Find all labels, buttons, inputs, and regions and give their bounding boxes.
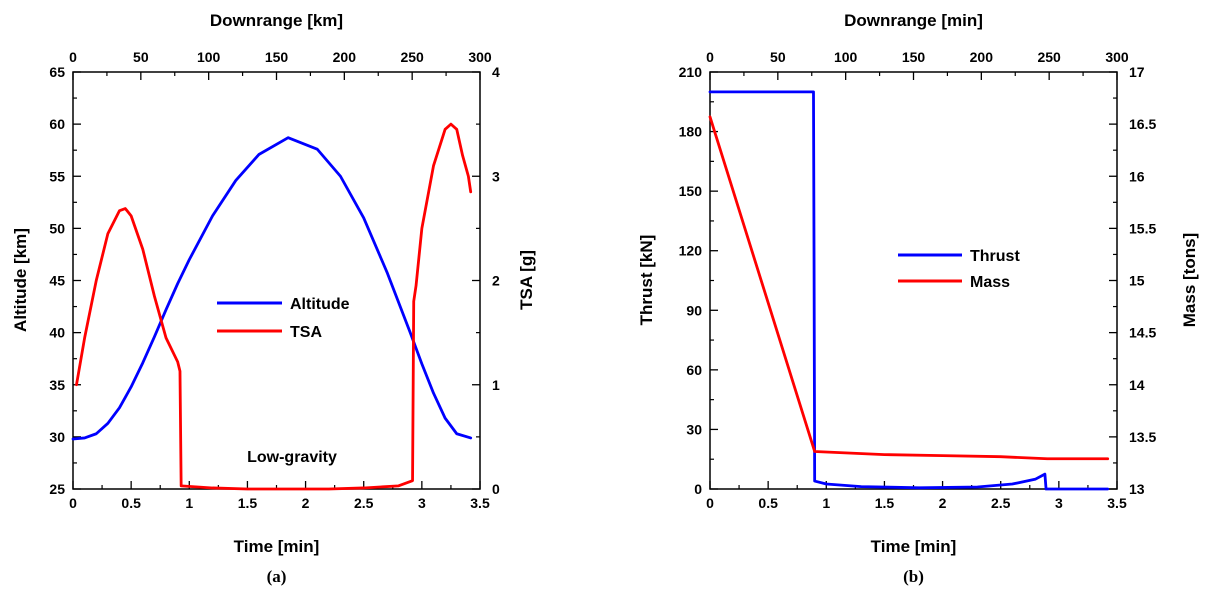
tick-labels: 0 0.5 1 1.5 2 2.5 3 3.5 0 50 100 150 200 250 300 0 30 60 9… — [679, 49, 1157, 511]
x-tick-label: 2.5 — [354, 495, 374, 511]
y2-tick-label: 16.5 — [1129, 116, 1156, 132]
x2-axis-label: Downrange [km] — [210, 11, 343, 30]
x-tick-label: 3.5 — [1107, 495, 1127, 511]
y2-axis-label: TSA [g] — [517, 250, 536, 310]
chart-panel-a: 0 0.5 1 1.5 2 2.5 3 3.50 50 100 150 200 250 300253035… — [11, 11, 536, 586]
y-tick-label: 90 — [686, 302, 702, 318]
series-line-mass — [708, 115, 1110, 461]
x-tick-label: 2 — [939, 495, 947, 511]
x-axis-label: Time [min] — [871, 537, 957, 556]
annotation-low-gravity: Low-gravity — [247, 449, 337, 466]
y2-tick-label: 16 — [1129, 168, 1145, 184]
x-tick-label: 2 — [302, 495, 310, 511]
x-tick-label: 0.5 — [758, 495, 778, 511]
y-tick-label: 45 — [49, 273, 65, 289]
x-tick-label: 3 — [418, 495, 426, 511]
x2-axis-label: Downrange [min] — [844, 11, 983, 30]
y-tick-label: 40 — [49, 325, 65, 341]
chart-panel-b: 0 0.5 1 1.5 2 2.5 3 3.5 0 50 100 150 200 250 300 0 30 60 9… — [637, 11, 1199, 586]
legend: Altitude TSA — [217, 296, 350, 341]
series-line-altitude — [71, 136, 473, 441]
y2-tick-label: 1 — [492, 377, 500, 393]
x-tick-label: 1.5 — [238, 495, 258, 511]
series-lines — [708, 90, 1110, 491]
y-tick-label: 210 — [679, 64, 703, 80]
x-axis-label: Time [min] — [234, 537, 320, 556]
y-tick-label: 65 — [49, 64, 65, 80]
x-tick-label: 3.5 — [470, 495, 490, 511]
y2-axis-label: Mass [tons] — [1180, 233, 1199, 327]
x2-tick-label: 200 — [970, 49, 994, 65]
legend-label-tsa: TSA — [290, 324, 322, 341]
legend-label-thrust: Thrust — [970, 248, 1020, 265]
panel-caption: (a) — [267, 567, 287, 586]
y-tick-label: 35 — [49, 377, 65, 393]
y-tick-label: 60 — [686, 362, 702, 378]
plot-frame — [72, 71, 481, 490]
y-tick-label: 50 — [49, 220, 65, 236]
legend: Thrust Mass — [898, 248, 1020, 291]
x2-tick-label: 250 — [400, 49, 424, 65]
series-line-tsa — [75, 122, 473, 491]
y-tick-label: 180 — [679, 124, 703, 140]
x2-tick-label: 0 — [706, 49, 714, 65]
x2-tick-label: 100 — [197, 49, 221, 65]
y-tick-label: 120 — [679, 243, 703, 259]
x-tick-label: 0 — [69, 495, 77, 511]
x-tick-label: 2.5 — [991, 495, 1011, 511]
y2-tick-label: 13 — [1129, 481, 1145, 497]
y2-tick-label: 13.5 — [1129, 429, 1156, 445]
x2-tick-label: 150 — [265, 49, 289, 65]
x2-tick-label: 300 — [468, 49, 492, 65]
y2-tick-label: 4 — [492, 64, 500, 80]
tick-marks — [709, 71, 1118, 490]
x-tick-label: 1 — [822, 495, 830, 511]
legend-label-altitude: Altitude — [290, 296, 350, 313]
x2-tick-label: 50 — [770, 49, 786, 65]
y-tick-label: 30 — [686, 421, 702, 437]
y2-tick-label: 0 — [492, 481, 500, 497]
y-tick-label: 60 — [49, 116, 65, 132]
series-lines — [71, 122, 473, 491]
series-line-thrust — [708, 90, 1110, 491]
y-axis-label: Altitude [km] — [11, 228, 30, 332]
x-tick-label: 1 — [185, 495, 193, 511]
tick-marks — [72, 71, 481, 490]
y-tick-label: 30 — [49, 429, 65, 445]
x2-tick-label: 150 — [902, 49, 926, 65]
y-axis-label: Thrust [kN] — [637, 235, 656, 326]
y-tick-label: 55 — [49, 168, 65, 184]
y2-tick-label: 15 — [1129, 273, 1145, 289]
x2-tick-label: 200 — [333, 49, 357, 65]
y-tick-label: 25 — [49, 481, 65, 497]
y2-tick-label: 17 — [1129, 64, 1145, 80]
y2-tick-label: 2 — [492, 273, 500, 289]
x2-tick-label: 0 — [69, 49, 77, 65]
x2-tick-label: 250 — [1037, 49, 1061, 65]
x-tick-label: 0 — [706, 495, 714, 511]
x-tick-label: 1.5 — [875, 495, 895, 511]
y2-tick-label: 3 — [492, 168, 500, 184]
x2-tick-label: 50 — [133, 49, 149, 65]
legend-label-mass: Mass — [970, 274, 1010, 291]
x-tick-label: 0.5 — [121, 495, 141, 511]
y2-tick-label: 15.5 — [1129, 220, 1156, 236]
y2-tick-label: 14.5 — [1129, 325, 1156, 341]
y2-tick-label: 14 — [1129, 377, 1145, 393]
y-tick-label: 0 — [694, 481, 702, 497]
x-tick-label: 3 — [1055, 495, 1063, 511]
panel-caption: (b) — [903, 567, 924, 586]
x2-tick-label: 100 — [834, 49, 858, 65]
y-tick-label: 150 — [679, 183, 703, 199]
tick-labels: 0 0.5 1 1.5 2 2.5 3 3.50 50 100 150 200 250 300253035… — [49, 49, 500, 511]
x2-tick-label: 300 — [1105, 49, 1129, 65]
